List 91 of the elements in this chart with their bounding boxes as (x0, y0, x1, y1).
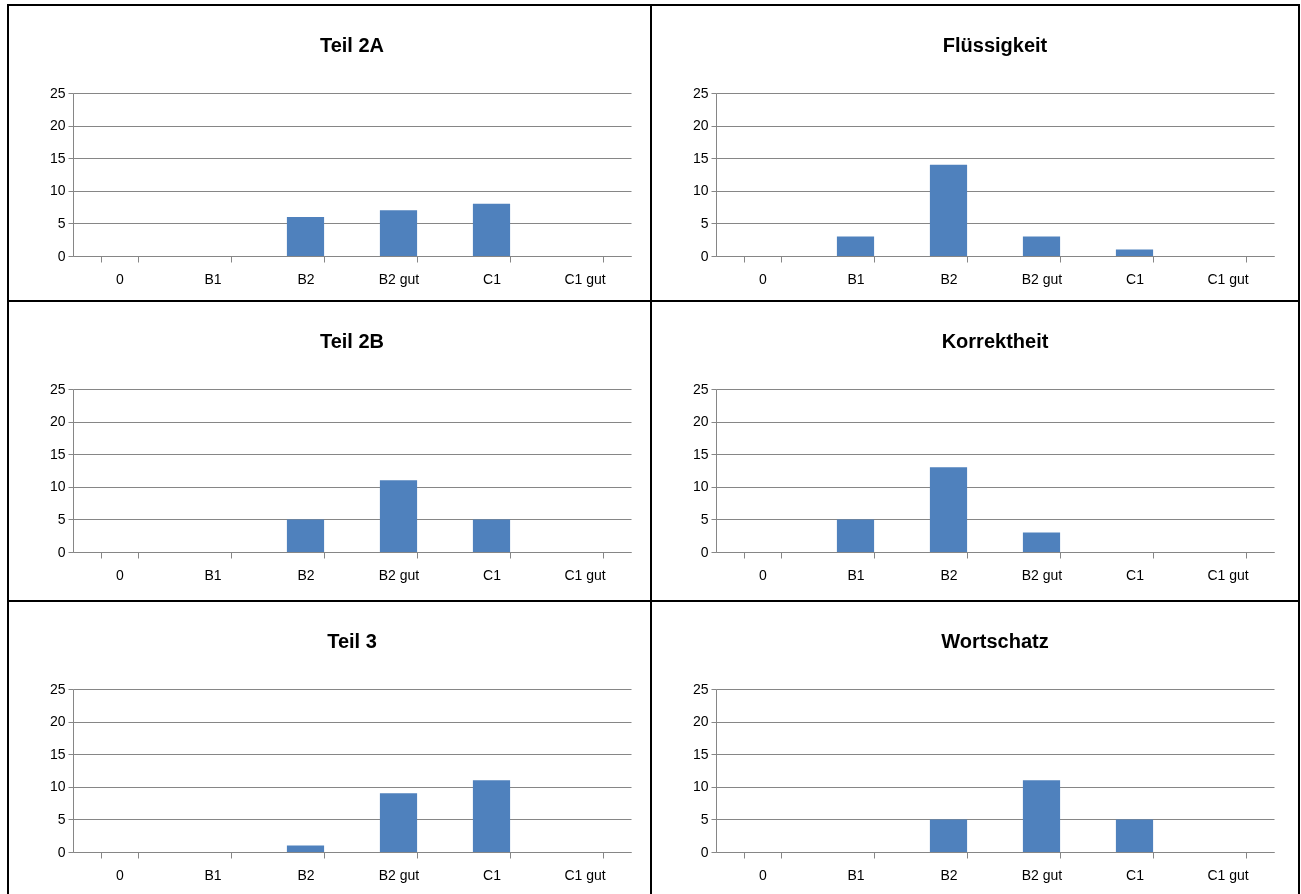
chart-title: Teil 2B (319, 330, 385, 352)
x-tick-label: C1 gut (564, 270, 606, 287)
x-tick-label: C1 (483, 866, 502, 883)
x-tick-label: B2 (297, 566, 315, 583)
y-tick-label: 0 (700, 247, 709, 264)
x-tick-label: C1 gut (1207, 270, 1249, 287)
y-tick-label: 20 (49, 713, 66, 730)
x-tick-label: C1 gut (1207, 866, 1249, 883)
y-tick-label: 20 (692, 713, 709, 730)
x-tick-label: B2 (297, 270, 315, 287)
bar (286, 216, 325, 256)
y-tick-label: 5 (700, 810, 709, 827)
y-tick-label: 20 (692, 413, 709, 430)
bar (929, 467, 968, 552)
y-tick-label: 5 (57, 214, 66, 231)
y-tick-label: 15 (49, 445, 66, 462)
y-tick-label: 25 (692, 680, 709, 697)
y-tick-label: 0 (700, 543, 709, 560)
y-tick-label: 25 (49, 380, 66, 397)
chart-title: Korrektheit (941, 330, 1049, 352)
y-tick-label: 5 (700, 214, 709, 231)
x-tick-label: 0 (116, 270, 125, 287)
y-tick-label: 10 (692, 778, 709, 795)
x-tick-label: C1 (483, 270, 502, 287)
x-tick-label: C1 gut (564, 566, 606, 583)
x-tick-label: C1 (1126, 566, 1145, 583)
x-tick-label: B1 (847, 866, 865, 883)
x-tick-label: B2 (940, 566, 958, 583)
x-tick-label: B2 gut (1021, 866, 1063, 883)
bar (472, 203, 511, 256)
x-tick-label: C1 (1126, 866, 1145, 883)
y-tick-label: 10 (692, 478, 709, 495)
y-tick-label: 5 (57, 510, 66, 527)
y-tick-label: 15 (49, 149, 66, 166)
y-tick-label: 25 (49, 84, 66, 101)
x-tick-label: C1 gut (1207, 566, 1249, 583)
x-tick-label: B1 (847, 270, 865, 287)
x-tick-label: C1 (1126, 270, 1145, 287)
x-tick-label: 0 (759, 270, 768, 287)
y-tick-label: 0 (57, 543, 66, 560)
y-tick-label: 0 (57, 247, 66, 264)
y-tick-label: 10 (49, 182, 66, 199)
chart-title: Wortschatz (941, 630, 1049, 652)
y-tick-label: 25 (692, 380, 709, 397)
x-tick-label: B1 (204, 566, 222, 583)
x-tick-label: B2 gut (1021, 270, 1063, 287)
y-tick-label: 20 (49, 413, 66, 430)
bar (472, 780, 511, 852)
x-tick-label: 0 (759, 566, 768, 583)
x-tick-label: B2 gut (378, 566, 420, 583)
y-tick-label: 5 (57, 810, 66, 827)
x-tick-label: B2 (940, 866, 958, 883)
y-tick-label: 15 (692, 745, 709, 762)
x-tick-label: B2 gut (378, 866, 420, 883)
y-tick-label: 10 (692, 182, 709, 199)
x-tick-label: B1 (204, 270, 222, 287)
y-tick-label: 10 (49, 778, 66, 795)
bar (836, 519, 875, 552)
chart-title: Flüssigkeit (942, 34, 1048, 56)
bar (1115, 249, 1154, 256)
chart-title: Teil 3 (327, 630, 377, 652)
y-tick-label: 20 (49, 117, 66, 134)
y-tick-label: 15 (692, 149, 709, 166)
chart-title: Teil 2A (319, 34, 385, 56)
y-tick-label: 25 (692, 84, 709, 101)
y-tick-label: 20 (692, 117, 709, 134)
x-tick-label: B1 (204, 866, 222, 883)
y-tick-label: 0 (700, 843, 709, 860)
bar (929, 164, 968, 256)
bar (379, 210, 418, 256)
x-tick-label: B2 (940, 270, 958, 287)
x-tick-label: B2 gut (378, 270, 420, 287)
y-tick-label: 10 (49, 478, 66, 495)
bar (836, 236, 875, 256)
bar (286, 845, 325, 852)
x-tick-label: C1 gut (564, 866, 606, 883)
bar (1022, 532, 1061, 552)
x-tick-label: 0 (759, 866, 768, 883)
y-tick-label: 25 (49, 680, 66, 697)
x-tick-label: B2 (297, 866, 315, 883)
bar (379, 793, 418, 852)
x-tick-label: C1 (483, 566, 502, 583)
x-tick-label: B2 gut (1021, 566, 1063, 583)
y-tick-label: 0 (57, 843, 66, 860)
x-tick-label: 0 (116, 566, 125, 583)
y-tick-label: 15 (49, 745, 66, 762)
bar (1022, 236, 1061, 256)
y-tick-label: 5 (700, 510, 709, 527)
x-tick-label: B1 (847, 566, 865, 583)
x-tick-label: 0 (116, 866, 125, 883)
y-tick-label: 15 (692, 445, 709, 462)
